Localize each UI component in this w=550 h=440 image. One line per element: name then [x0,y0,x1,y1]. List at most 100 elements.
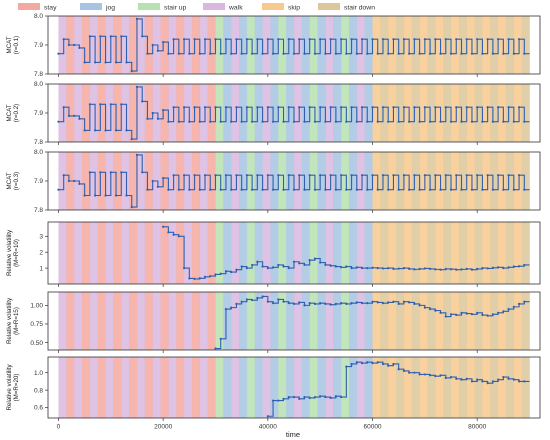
activity-band [168,222,177,284]
data-point [517,174,521,177]
data-point [360,362,364,365]
data-point [491,380,494,383]
activity-band [207,152,216,210]
data-point [455,268,458,271]
data-point [418,188,421,191]
panel: 1 2 3 Relative volatility(M=R=10) [6,221,541,287]
data-point [523,300,526,303]
data-point [329,106,332,109]
activity-band [325,16,334,74]
data-point [481,267,484,270]
activity-band [325,84,334,142]
data-point [271,52,275,55]
activity-band [89,152,99,210]
data-point [360,267,364,270]
data-point [167,188,170,191]
data-point [67,179,71,183]
data-point [104,129,107,132]
activity-band [451,16,460,74]
data-point [491,52,494,55]
activity-band [380,357,389,418]
data-point [460,268,463,271]
y-axis-label-line: Relative volatility [6,364,13,411]
activity-band [521,16,530,74]
y-tick-label: 8.0 [34,81,43,88]
data-point [387,52,390,55]
data-point [491,188,494,191]
activity-band [333,292,342,350]
activity-band [176,16,185,74]
data-point [319,395,322,398]
activity-band [199,152,208,210]
activity-band [482,152,491,210]
activity-band [396,84,405,142]
data-point [198,120,201,123]
activity-band [270,16,279,74]
data-point [376,52,379,55]
data-point [486,382,489,385]
data-point [177,52,180,55]
data-point [94,194,97,197]
activity-band [207,292,216,350]
activity-band [184,357,193,418]
data-point [355,188,358,191]
activity-band [254,152,263,210]
activity-band [160,16,169,74]
data-point [324,263,327,267]
activity-band [427,16,436,74]
activity-band [246,222,256,284]
activity-band [105,222,114,284]
data-point [277,399,280,402]
activity-band [97,152,106,210]
data-point [517,265,521,268]
y-axis-label-line: (r=0.1) [13,36,20,54]
data-point [193,38,196,41]
activity-band [246,152,256,210]
data-point [507,266,510,269]
data-point [449,52,453,55]
axes-frame [47,356,541,419]
data-point [230,188,233,191]
activity-band [294,152,303,210]
data-point [156,49,160,52]
activity-band [301,357,311,418]
data-point [449,120,453,123]
data-point [57,120,60,123]
activity-band [301,152,311,210]
data-point [392,106,395,109]
activity-band [66,84,75,142]
y-axis-label: Relative volatility(M=R=20) [6,364,20,411]
data-point [177,188,180,191]
data-point [486,174,489,177]
data-point [235,38,238,41]
activity-band [270,292,279,350]
data-point [319,302,322,305]
activity-band [490,292,499,350]
data-point [408,301,411,304]
y-axis-label-line: (M=R=15) [13,307,20,335]
data-point [434,106,437,109]
data-point [449,188,453,191]
data-point [355,266,358,269]
legend-swatch [80,3,102,10]
activity-band [356,222,365,284]
activity-band [278,357,287,418]
data-point [282,397,285,400]
activity-band [364,84,373,142]
data-point [240,120,243,123]
data-point [266,415,269,418]
data-point [277,298,280,301]
data-point [198,277,201,280]
activity-band [356,292,365,350]
y-axis-label-line: Relative volatility [6,229,13,276]
activity-band [474,357,483,418]
data-point [287,302,290,305]
activity-band [184,222,193,284]
activity-band [411,357,420,418]
legend-item: skip [262,3,300,12]
data-point [439,52,442,55]
activity-band [105,16,114,74]
data-point [413,371,416,374]
activity-band [129,84,138,142]
data-point [455,106,458,109]
